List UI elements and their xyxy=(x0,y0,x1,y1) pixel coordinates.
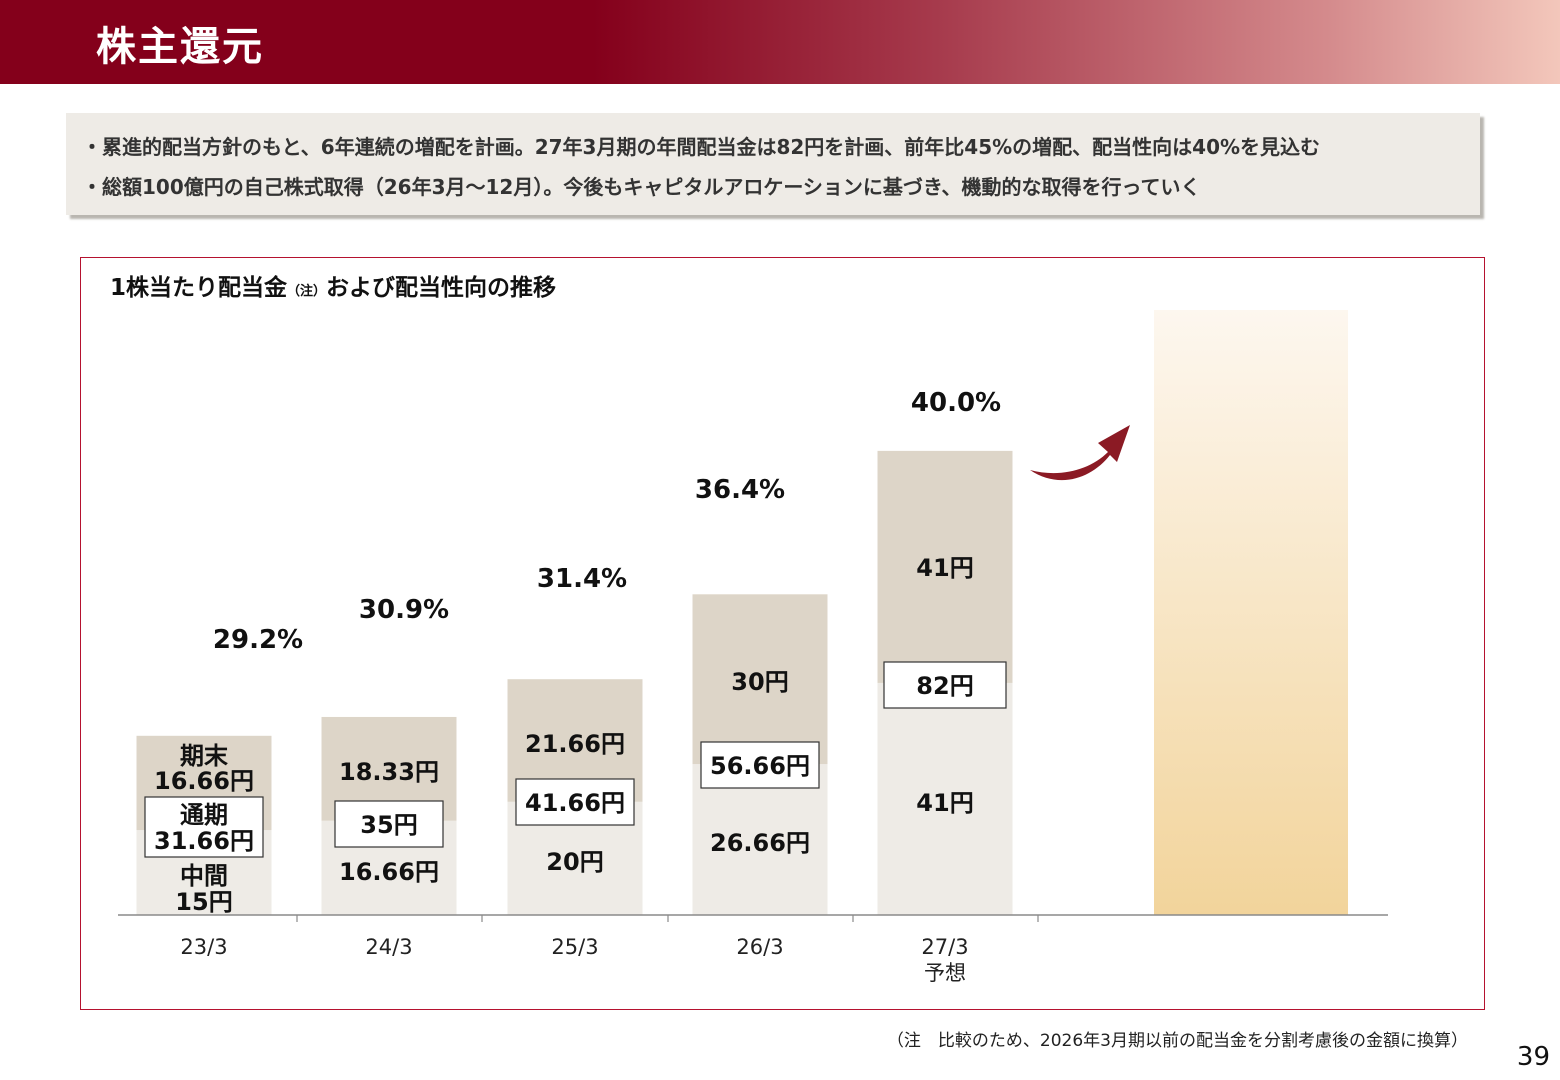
interim-label-3: 20円 xyxy=(546,848,603,876)
chart-title-rest: および配当性向の推移 xyxy=(326,275,557,301)
page-title: 株主還元 xyxy=(96,24,264,70)
chart-frame xyxy=(80,257,1485,1010)
total-box-2 xyxy=(334,800,444,848)
bar-interim-5 xyxy=(877,682,1013,915)
final-label-3: 21.66円 xyxy=(525,730,625,758)
x-tick-sublabel-5: 予想 xyxy=(924,961,966,985)
interim-label-1: 15円 xyxy=(175,888,232,916)
final-label-2: 18.33円 xyxy=(339,758,439,786)
payout-ratio-label-2: 30.9% xyxy=(359,595,449,625)
summary-box: ・累進的配当方針のもと、6年連続の増配を計画。27年3月期の年間配当金は82円を… xyxy=(66,113,1480,215)
payout-ratio-label-1: 29.2% xyxy=(213,625,303,655)
total-box-1 xyxy=(144,796,264,858)
page-number: 39 xyxy=(1516,1042,1550,1072)
x-tick-label-1: 23/3 xyxy=(180,935,227,959)
header-bar: 株主還元 xyxy=(0,0,1560,84)
interim-label-2: 16.66円 xyxy=(339,858,439,886)
final-label-1: 16.66円 xyxy=(154,767,254,795)
footnote: （注 比較のため、2026年3月期以前の配当金を分割考慮後の金額に換算） xyxy=(886,1031,1468,1051)
bar-interim-4 xyxy=(692,764,828,915)
payout-ratio-label-5: 40.0% xyxy=(911,388,1001,418)
future-growth-bar xyxy=(1154,310,1348,915)
interim-label-5: 41円 xyxy=(916,789,973,817)
chart-title: 1株当たり配当金（注）および配当性向の推移 xyxy=(110,268,556,302)
chart-title-note: （注） xyxy=(287,284,327,299)
total-box-3 xyxy=(515,778,635,826)
payout-ratio-label-4: 36.4% xyxy=(695,475,785,505)
final-series-name: 期末 xyxy=(180,742,229,770)
total-label-1: 31.66円 xyxy=(154,827,254,855)
summary-line-1: ・累進的配当方針のもと、6年連続の増配を計画。27年3月期の年間配当金は82円を… xyxy=(82,135,1321,159)
total-label-4: 56.66円 xyxy=(710,752,810,780)
total-box-5 xyxy=(883,661,1007,709)
total-label-3: 41.66円 xyxy=(525,789,625,817)
x-tick-label-2: 24/3 xyxy=(365,935,412,959)
x-tick-label-5: 27/3 xyxy=(921,935,968,959)
payout-ratio-label-3: 31.4% xyxy=(537,564,627,594)
growth-arrow-icon xyxy=(1030,425,1130,481)
bar-final-4 xyxy=(692,594,828,765)
x-tick-label-4: 26/3 xyxy=(736,935,783,959)
total-label-5: 82円 xyxy=(916,672,973,700)
final-label-4: 30円 xyxy=(731,668,788,696)
summary-line-2: ・総額100億円の自己株式取得（26年3月～12月）。今後もキャピタルアロケーシ… xyxy=(82,175,1201,199)
total-series-name: 通期 xyxy=(180,801,228,829)
total-box-4 xyxy=(700,741,820,789)
chart-title-main: 1株当たり配当金 xyxy=(110,275,288,301)
interim-series-name: 中間 xyxy=(180,862,228,890)
final-label-5: 41円 xyxy=(916,554,973,582)
bar-final-5 xyxy=(877,450,1013,683)
x-tick-label-3: 25/3 xyxy=(551,935,598,959)
interim-label-4: 26.66円 xyxy=(710,829,810,857)
total-label-2: 35円 xyxy=(360,811,417,839)
